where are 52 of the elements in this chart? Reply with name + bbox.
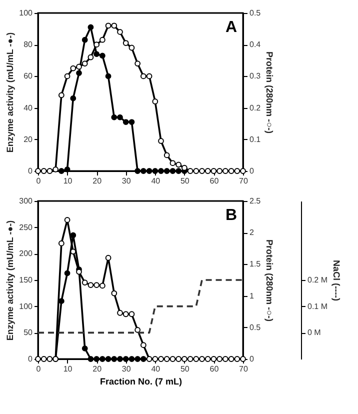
y2-tick-label: 0.5 bbox=[250, 8, 262, 18]
y-tick-label: 40 bbox=[24, 103, 34, 112]
x-tick-label: 30 bbox=[122, 176, 132, 186]
chart-title: B bbox=[225, 207, 237, 224]
y3-axis-title: NaCl (----) bbox=[332, 260, 342, 301]
x-axis-title: Fraction No. (7 mL) bbox=[100, 376, 182, 386]
x-tick-label: 20 bbox=[92, 364, 102, 374]
y2-tick-label: 0.4 bbox=[250, 40, 262, 50]
x-tick-label: 10 bbox=[63, 364, 73, 374]
y2-tick-label: 1.5 bbox=[250, 260, 262, 269]
y2-tick-label: 0.2 bbox=[250, 103, 262, 112]
y-tick-label: 200 bbox=[19, 249, 34, 258]
x-tick-label: 70 bbox=[239, 364, 248, 374]
y-tick-label: 80 bbox=[24, 40, 34, 50]
y2-tick-label: 2 bbox=[250, 228, 254, 238]
x-tick-label: 0 bbox=[36, 364, 42, 374]
x-tick-label: 20 bbox=[92, 176, 102, 186]
y2-tick-label: 0.1 bbox=[250, 134, 262, 144]
y-axis-title: Enzyme activity (mU/mL -●-) bbox=[5, 220, 16, 341]
y-tick-label: 300 bbox=[19, 196, 34, 206]
x-tick-label: 0 bbox=[36, 176, 42, 186]
y3-tick-label: 0.2 M bbox=[308, 276, 328, 284]
y-tick-label: 150 bbox=[19, 276, 34, 284]
y2-axis-title: Protein (280nm -○-) bbox=[264, 52, 275, 134]
x-tick-label: 50 bbox=[180, 176, 190, 186]
y-tick-label: 100 bbox=[19, 302, 34, 311]
y2-tick-label: 0.5 bbox=[250, 322, 262, 332]
y-tick-label: 60 bbox=[24, 72, 34, 81]
chart-title: A bbox=[225, 19, 238, 36]
x-tick-label: 40 bbox=[151, 176, 161, 186]
x-tick-label: 60 bbox=[210, 176, 220, 186]
y-tick-label: 100 bbox=[19, 8, 34, 18]
x-tick-label: 50 bbox=[180, 364, 190, 374]
y2-tick-label: 0 bbox=[250, 166, 254, 176]
y3-tick-label: 0 M bbox=[308, 328, 322, 338]
x-tick-label: 40 bbox=[151, 364, 161, 374]
x-tick-label: 60 bbox=[210, 364, 220, 374]
y-tick-label: 50 bbox=[24, 328, 34, 338]
y2-tick-label: 0.3 bbox=[250, 72, 262, 81]
y-tick-label: 250 bbox=[19, 222, 34, 232]
y2-tick-label: 2.5 bbox=[250, 196, 262, 206]
y3-tick-label: 0.1 M bbox=[308, 302, 328, 311]
y2-tick-label: 1 bbox=[250, 291, 254, 300]
y-tick-label: 20 bbox=[24, 134, 34, 144]
x-tick-label: 70 bbox=[239, 176, 248, 186]
y2-axis-title: Protein (280nm -○-) bbox=[264, 240, 275, 322]
y-tick-label: 0 bbox=[28, 354, 34, 364]
x-tick-label: 30 bbox=[122, 364, 132, 374]
y-axis-title: Enzyme activity (mU/mL -●-) bbox=[5, 32, 16, 153]
y2-tick-label: 0 bbox=[250, 354, 254, 364]
y-tick-label: 0 bbox=[28, 166, 34, 176]
x-tick-label: 10 bbox=[63, 176, 73, 186]
